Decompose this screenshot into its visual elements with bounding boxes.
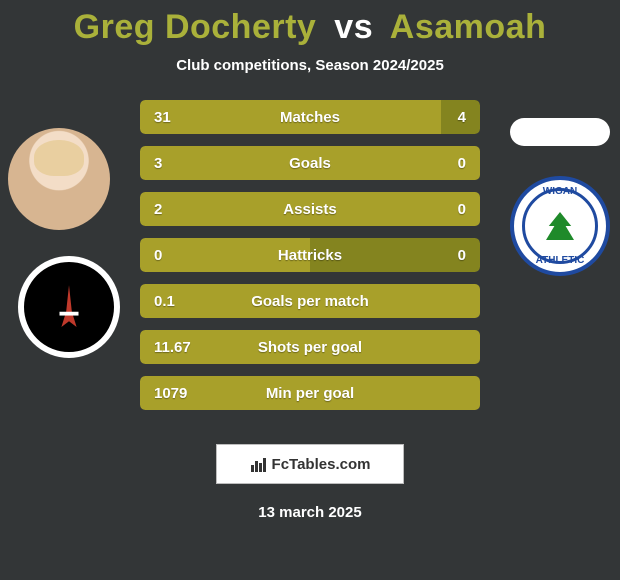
stat-label: Goals per match [222, 293, 399, 310]
stat-row: 2Assists0 [140, 192, 480, 226]
stat-label: Goals [222, 155, 399, 172]
stat-right-value: 0 [398, 155, 480, 172]
stat-right-value: 0 [398, 247, 480, 264]
stat-left-value: 3 [140, 155, 222, 172]
brand-panel: FcTables.com [216, 444, 404, 484]
stat-row: 0Hattricks0 [140, 238, 480, 272]
stat-row: 0.1Goals per match [140, 284, 480, 318]
stat-left-value: 31 [140, 109, 222, 126]
chart-icon [250, 455, 268, 473]
title: Greg Docherty vs Asamoah [0, 8, 620, 47]
vs-label: vs [334, 8, 373, 46]
brand-text: FcTables.com [272, 456, 371, 473]
stat-row: 3Goals0 [140, 146, 480, 180]
stat-label: Hattricks [222, 247, 399, 264]
player2-name: Asamoah [390, 8, 547, 46]
comparison-card: Greg Docherty vs Asamoah Club competitio… [0, 0, 620, 580]
stat-right-value: 4 [398, 109, 480, 126]
stat-left-value: 0.1 [140, 293, 222, 310]
stat-left-value: 0 [140, 247, 222, 264]
stat-left-value: 2 [140, 201, 222, 218]
footer-date: 13 march 2025 [0, 504, 620, 521]
stats-bars: 31Matches43Goals02Assists00Hattricks00.1… [140, 100, 480, 422]
stat-row: 31Matches4 [140, 100, 480, 134]
stat-label: Matches [222, 109, 399, 126]
stats-area: 31Matches43Goals02Assists00Hattricks00.1… [0, 100, 620, 420]
stat-label: Assists [222, 201, 399, 218]
player1-name: Greg Docherty [74, 8, 317, 46]
stat-label: Min per goal [222, 385, 399, 402]
stat-row: 1079Min per goal [140, 376, 480, 410]
stat-left-value: 11.67 [140, 339, 222, 356]
stat-left-value: 1079 [140, 385, 222, 402]
stat-right-value: 0 [398, 201, 480, 218]
stat-label: Shots per goal [222, 339, 399, 356]
stat-row: 11.67Shots per goal [140, 330, 480, 364]
subtitle: Club competitions, Season 2024/2025 [0, 57, 620, 74]
